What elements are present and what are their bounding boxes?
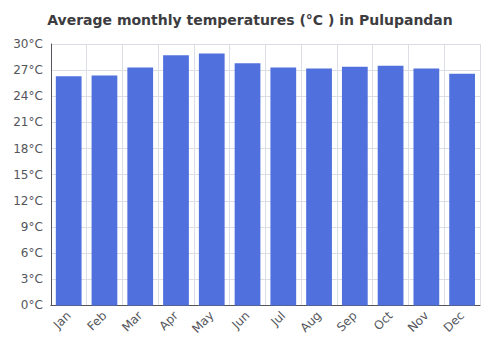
svg-text:Aug: Aug [298, 309, 324, 335]
svg-text:Mar: Mar [119, 308, 145, 334]
svg-text:6°C: 6°C [21, 246, 43, 260]
svg-text:Oct: Oct [371, 308, 396, 333]
svg-text:9°C: 9°C [21, 220, 43, 234]
svg-text:Dec: Dec [441, 309, 467, 335]
svg-text:15°C: 15°C [13, 168, 43, 182]
svg-text:Average monthly temperatures (: Average monthly temperatures (°C ) in Pu… [47, 12, 453, 28]
svg-text:24°C: 24°C [13, 89, 43, 103]
svg-text:30°C: 30°C [13, 37, 43, 51]
svg-text:0°C: 0°C [21, 298, 43, 312]
svg-text:3°C: 3°C [21, 272, 43, 286]
svg-text:May: May [189, 309, 216, 336]
svg-text:Nov: Nov [405, 309, 431, 335]
svg-text:Feb: Feb [85, 309, 110, 334]
svg-text:21°C: 21°C [13, 115, 43, 129]
svg-text:18°C: 18°C [13, 142, 43, 156]
svg-text:12°C: 12°C [13, 194, 43, 208]
svg-text:Jan: Jan [50, 309, 74, 333]
svg-text:Apr: Apr [156, 308, 181, 333]
svg-text:Sep: Sep [334, 309, 360, 335]
svg-text:27°C: 27°C [13, 63, 43, 77]
svg-text:Jul: Jul [267, 309, 288, 330]
svg-text:Jun: Jun [229, 309, 253, 333]
